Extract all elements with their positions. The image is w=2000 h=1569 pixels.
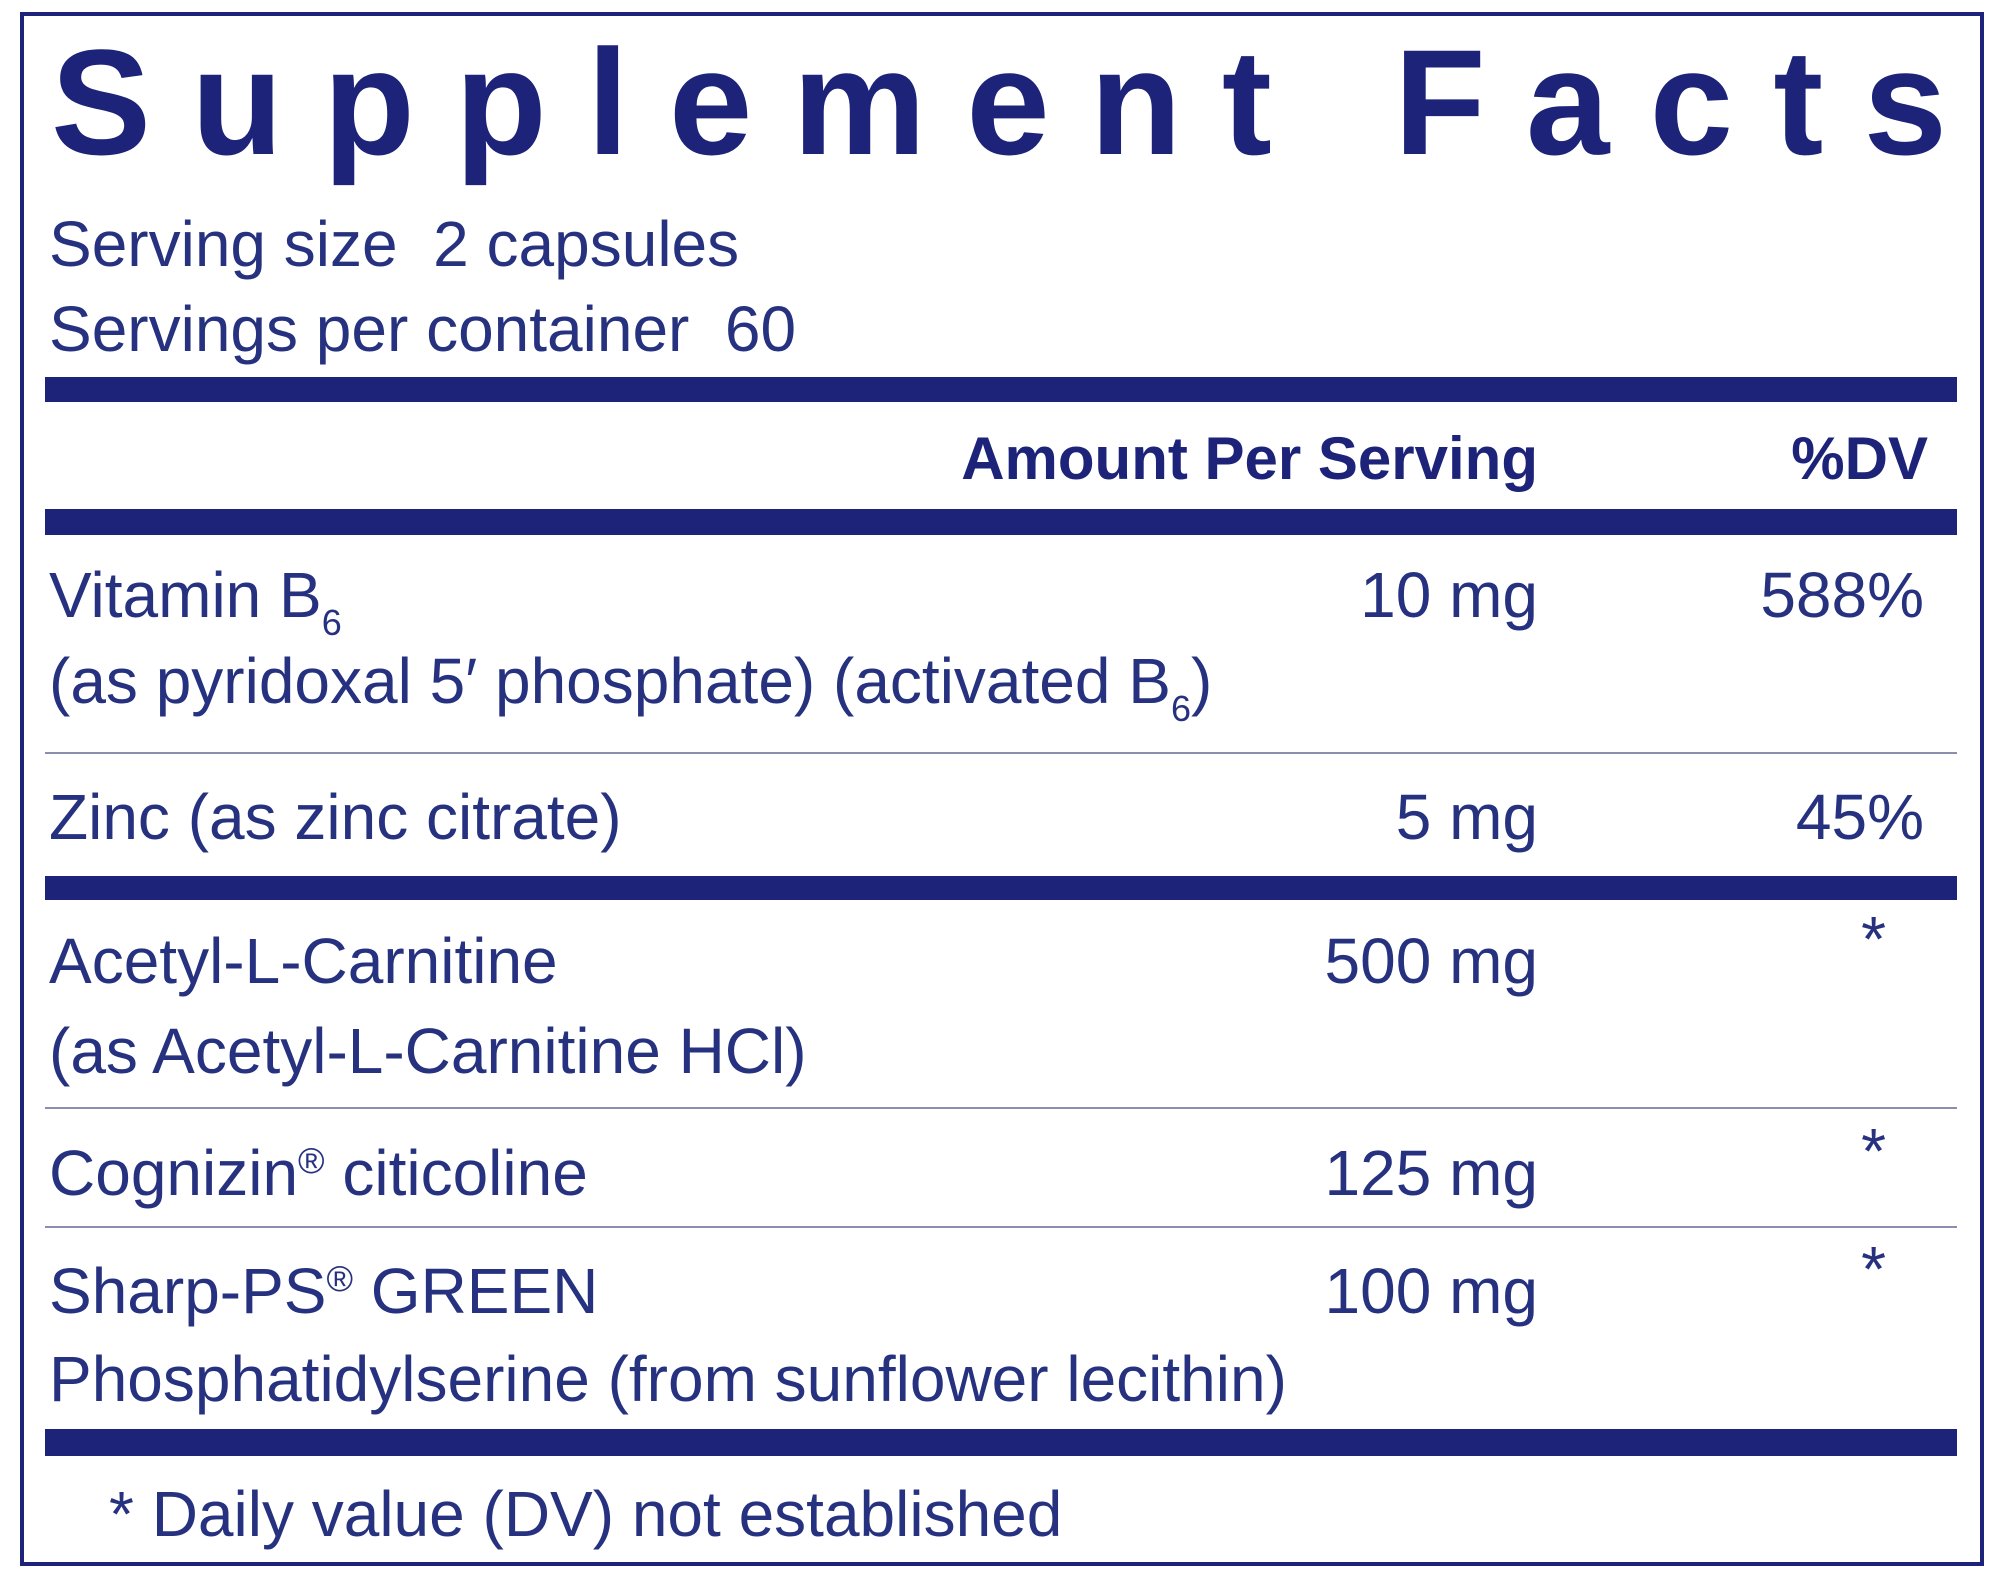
daily-value: 588% (1760, 559, 1924, 631)
ingredient-line: Acetyl-L-Carnitine (49, 925, 558, 997)
serving-size: Serving size 2 capsules (49, 208, 739, 280)
thick-rule (45, 876, 1957, 900)
thick-rule (45, 1429, 1957, 1456)
ingredient-text: Cognizin (49, 1137, 298, 1209)
amount-header: Amount Per Serving (961, 425, 1538, 492)
ingredient-line: (as pyridoxal 5′ phosphate) (activated B… (49, 645, 1212, 729)
superscript: ® (298, 1140, 325, 1181)
ingredient-text: Sharp-PS (49, 1255, 326, 1327)
ingredient-text: GREEN (353, 1255, 598, 1327)
superscript: ® (326, 1258, 353, 1299)
amount: 500 mg (1325, 925, 1538, 997)
ingredient-text: ) (1191, 645, 1212, 717)
ingredient-line: Cognizin® citicoline (49, 1137, 588, 1209)
ingredient-line: (as Acetyl-L-Carnitine HCl) (49, 1015, 807, 1087)
ingredient-text: (as Acetyl-L-Carnitine HCl) (49, 1015, 807, 1087)
daily-value: 45% (1796, 781, 1924, 853)
ingredient-line: Phosphatidylserine (from sunflower lecit… (49, 1343, 1287, 1415)
panel-border (20, 12, 1984, 1566)
thick-rule (45, 509, 1957, 535)
thick-rule (45, 377, 1957, 402)
subscript: 6 (322, 602, 342, 643)
amount: 100 mg (1325, 1255, 1538, 1327)
ingredient-text: (as pyridoxal 5′ phosphate) (activated B (49, 645, 1171, 717)
ingredient-text: Phosphatidylserine (from sunflower lecit… (49, 1343, 1287, 1415)
amount: 125 mg (1325, 1137, 1538, 1209)
amount: 5 mg (1396, 781, 1538, 853)
daily-value: * (1861, 903, 1886, 975)
daily-value: * (1861, 1233, 1886, 1305)
servings-per-container: Servings per container 60 (49, 293, 796, 365)
daily-value: * (1861, 1115, 1886, 1187)
ingredient-line: Zinc (as zinc citrate) (49, 781, 622, 853)
footnote: * Daily value (DV) not established (109, 1478, 1062, 1550)
ingredient-text: Acetyl-L-Carnitine (49, 925, 558, 997)
subscript: 6 (1171, 688, 1191, 729)
ingredient-line: Vitamin B6 (49, 559, 342, 643)
ingredient-text: Zinc (as zinc citrate) (49, 781, 622, 853)
amount: 10 mg (1360, 559, 1538, 631)
ingredient-text: Vitamin B (49, 559, 322, 631)
ingredient-text: citicoline (325, 1137, 588, 1209)
title: Supplement Facts (51, 18, 1947, 186)
dv-header: %DV (1791, 425, 1928, 492)
ingredient-line: Sharp-PS® GREEN (49, 1255, 598, 1327)
